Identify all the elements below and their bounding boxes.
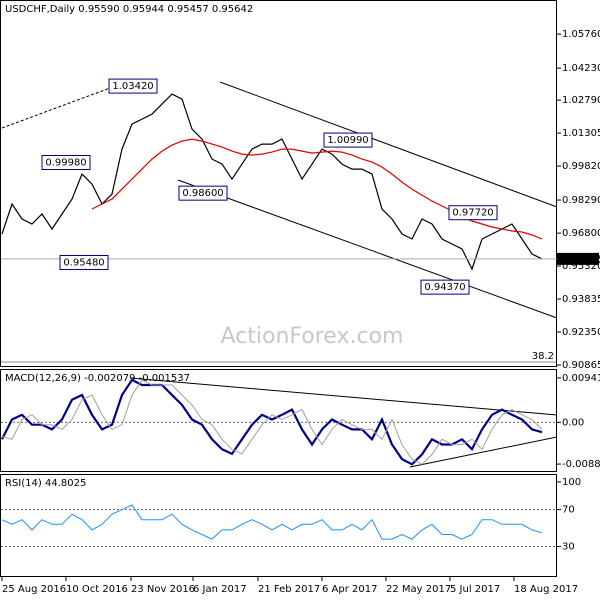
y-tick-label: 1.04230 <box>562 63 600 74</box>
y-tick-label: -0.008852 <box>562 459 600 470</box>
panel-title: USDCHF,Daily 0.95590 0.95944 0.95457 0.9… <box>5 4 253 15</box>
price-annotation-label: 0.97720 <box>452 208 493 219</box>
y-tick-label: 0.95320 <box>562 261 600 272</box>
price-annotation-box <box>323 132 373 148</box>
y-tick-label: 1.02790 <box>562 95 600 106</box>
price-annotation-box <box>108 78 158 94</box>
y-tick-label: 0.00 <box>562 417 584 428</box>
last-price-box <box>557 252 599 265</box>
price-annotation-box <box>59 254 109 270</box>
macd-trend-line <box>129 377 558 416</box>
macd-trend-line <box>409 436 558 468</box>
price-annotation-box <box>448 205 498 221</box>
series-line <box>1 93 543 271</box>
last-price-label: 0.95642 <box>560 254 600 265</box>
price-annotation-label: 0.98600 <box>182 188 223 199</box>
series-line <box>1 379 543 465</box>
y-tick-label: 0.96800 <box>562 228 600 239</box>
panel-title: MACD(12,26,9) -0.002079 -0.001537 <box>5 373 190 384</box>
y-tick-label: 0.93835 <box>562 294 600 305</box>
price-annotation-label: 0.95480 <box>63 257 104 268</box>
trend-line <box>1 87 111 129</box>
series-line <box>91 138 543 240</box>
series-line <box>1 504 543 540</box>
channel-line <box>177 179 558 319</box>
y-tick-label: 70 <box>562 505 575 516</box>
price-annotation-box <box>41 155 91 171</box>
price-annotation-box <box>420 279 470 295</box>
price-annotation-label: 1.00990 <box>327 135 368 146</box>
y-tick-label: 0.98290 <box>562 195 600 206</box>
x-tick-label: 23 Nov 2016 <box>131 584 195 595</box>
rsi-frame <box>0 474 557 577</box>
y-tick-label: 0.009411 <box>562 373 600 384</box>
y-tick-label: 0.92350 <box>562 327 600 338</box>
channel-line <box>219 81 558 208</box>
x-tick-label: 6 Apr 2017 <box>322 584 377 595</box>
y-tick-label: 1.05760 <box>562 29 600 40</box>
y-tick-label: 1.01305 <box>562 128 600 139</box>
x-tick-label: 10 Oct 2016 <box>66 584 128 595</box>
x-tick-label: 6 Jan 2017 <box>193 584 247 595</box>
y-tick-label: 0.90865 <box>562 360 600 371</box>
price-annotation-label: 0.94370 <box>424 282 465 293</box>
x-tick-label: 5 Jul 2017 <box>450 584 500 595</box>
y-tick-label: 100 <box>562 477 581 488</box>
panel-title: RSI(14) 44.8025 <box>5 478 86 489</box>
y-tick-label: 30 <box>562 541 575 552</box>
price-frame <box>0 0 557 367</box>
x-tick-label: 18 Aug 2017 <box>514 584 578 595</box>
price-annotation-label: 1.03420 <box>112 81 153 92</box>
x-tick-label: 21 Feb 2017 <box>258 584 320 595</box>
x-tick-label: 25 Aug 2016 <box>2 584 66 595</box>
price-annotation-box <box>178 185 228 201</box>
macd-frame <box>0 369 557 472</box>
x-tick-label: 22 May 2017 <box>386 584 451 595</box>
watermark: ActionForex.com <box>221 324 404 349</box>
fib-label: 38.2 <box>532 351 554 362</box>
y-tick-label: 0.99820 <box>562 161 600 172</box>
price-annotation-label: 0.99980 <box>45 158 86 169</box>
